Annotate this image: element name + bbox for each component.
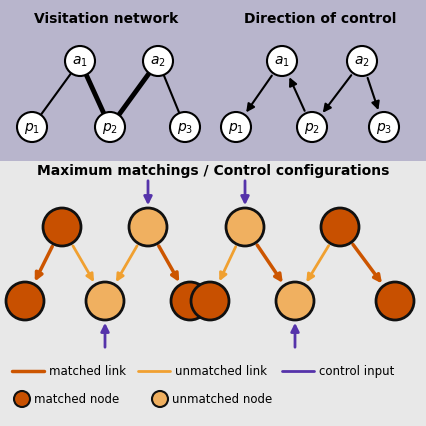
Text: Direction of control: Direction of control	[243, 12, 395, 26]
Circle shape	[95, 113, 125, 143]
Text: $p_{3}$: $p_{3}$	[375, 120, 391, 135]
Circle shape	[320, 208, 358, 246]
Text: $a_{2}$: $a_{2}$	[150, 55, 165, 69]
Circle shape	[170, 282, 208, 320]
Circle shape	[43, 208, 81, 246]
Circle shape	[14, 391, 30, 407]
Circle shape	[190, 282, 228, 320]
Text: $p_{3}$: $p_{3}$	[176, 120, 193, 135]
Text: matched node: matched node	[34, 393, 119, 406]
Circle shape	[296, 113, 326, 143]
Text: matched link: matched link	[49, 365, 126, 377]
FancyBboxPatch shape	[0, 0, 426, 161]
Text: $p_{2}$: $p_{2}$	[303, 120, 319, 135]
Circle shape	[346, 47, 376, 77]
Text: $p_{2}$: $p_{2}$	[102, 120, 118, 135]
Circle shape	[86, 282, 124, 320]
Circle shape	[375, 282, 413, 320]
Circle shape	[65, 47, 95, 77]
Circle shape	[129, 208, 167, 246]
Circle shape	[170, 113, 199, 143]
Circle shape	[221, 113, 250, 143]
Text: $p_{1}$: $p_{1}$	[227, 120, 244, 135]
Circle shape	[225, 208, 263, 246]
Circle shape	[143, 47, 173, 77]
Circle shape	[152, 391, 167, 407]
Text: $a_{2}$: $a_{2}$	[353, 55, 369, 69]
Text: Maximum matchings / Control configurations: Maximum matchings / Control configuratio…	[37, 164, 389, 178]
Circle shape	[275, 282, 313, 320]
Circle shape	[17, 113, 47, 143]
Text: Visitation network: Visitation network	[34, 12, 178, 26]
Text: $a_{1}$: $a_{1}$	[273, 55, 289, 69]
Text: $p_{1}$: $p_{1}$	[24, 120, 40, 135]
Circle shape	[368, 113, 398, 143]
FancyBboxPatch shape	[0, 161, 426, 426]
Text: unmatched link: unmatched link	[175, 365, 266, 377]
Circle shape	[6, 282, 44, 320]
Text: control input: control input	[318, 365, 394, 377]
Text: unmatched node: unmatched node	[172, 393, 272, 406]
Text: $a_{1}$: $a_{1}$	[72, 55, 88, 69]
Circle shape	[266, 47, 296, 77]
